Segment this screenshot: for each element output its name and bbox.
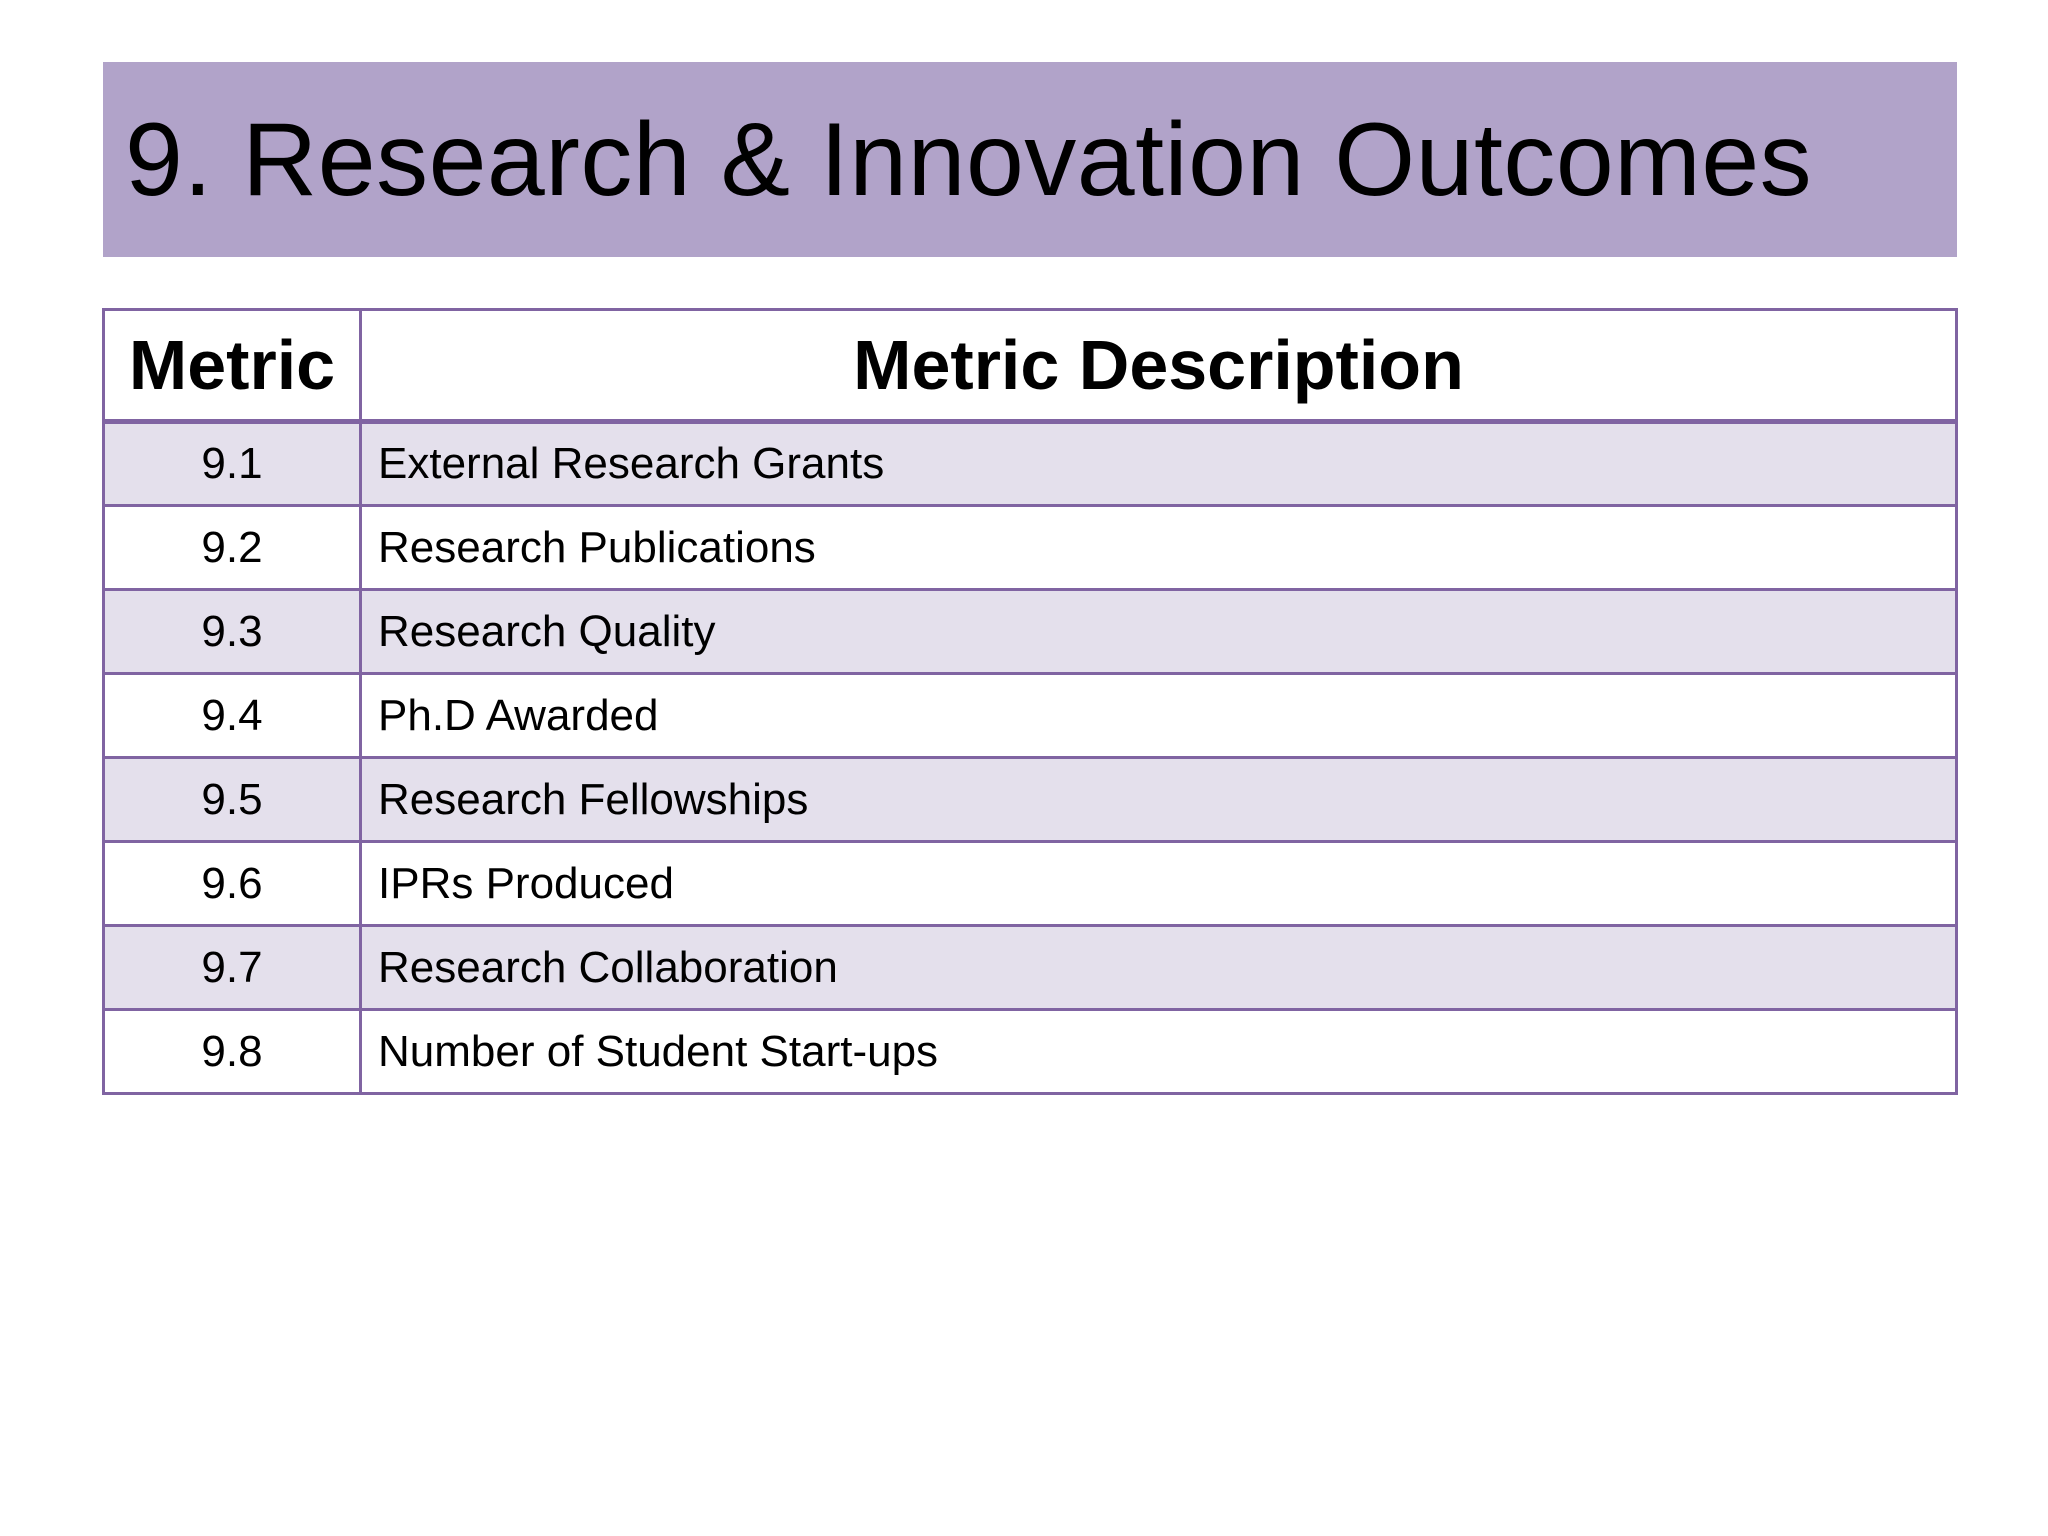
- metric-id-cell: 9.5: [102, 756, 362, 843]
- metric-description-cell: Ph.D Awarded: [359, 672, 1958, 759]
- metric-id-cell: 9.6: [102, 840, 362, 927]
- metric-id-cell: 9.1: [102, 420, 362, 507]
- slide-title: 9. Research & Innovation Outcomes: [125, 101, 1813, 218]
- table-row: 9.3 Research Quality: [102, 588, 1958, 675]
- table-row: 9.5 Research Fellowships: [102, 756, 1958, 843]
- header-metric-description: Metric Description: [359, 308, 1958, 424]
- table-row: 9.4 Ph.D Awarded: [102, 672, 1958, 759]
- metrics-table: Metric Metric Description 9.1 External R…: [102, 308, 1958, 1095]
- metric-id-cell: 9.7: [102, 924, 362, 1011]
- metric-id-cell: 9.2: [102, 504, 362, 591]
- metric-description-cell: Research Collaboration: [359, 924, 1958, 1011]
- metric-description-cell: Research Fellowships: [359, 756, 1958, 843]
- metric-id-cell: 9.4: [102, 672, 362, 759]
- title-bar: 9. Research & Innovation Outcomes: [103, 62, 1957, 257]
- metric-description-cell: IPRs Produced: [359, 840, 1958, 927]
- table-row: 9.6 IPRs Produced: [102, 840, 1958, 927]
- table-row: 9.2 Research Publications: [102, 504, 1958, 591]
- metric-id-cell: 9.3: [102, 588, 362, 675]
- metric-description-cell: Number of Student Start-ups: [359, 1008, 1958, 1095]
- metric-description-cell: Research Publications: [359, 504, 1958, 591]
- table-row: 9.8 Number of Student Start-ups: [102, 1008, 1958, 1095]
- metric-description-cell: Research Quality: [359, 588, 1958, 675]
- table-row: 9.1 External Research Grants: [102, 420, 1958, 507]
- metric-id-cell: 9.8: [102, 1008, 362, 1095]
- header-metric: Metric: [102, 308, 362, 424]
- table-row: 9.7 Research Collaboration: [102, 924, 1958, 1011]
- table-header-row: Metric Metric Description: [102, 308, 1958, 424]
- metric-description-cell: External Research Grants: [359, 420, 1958, 507]
